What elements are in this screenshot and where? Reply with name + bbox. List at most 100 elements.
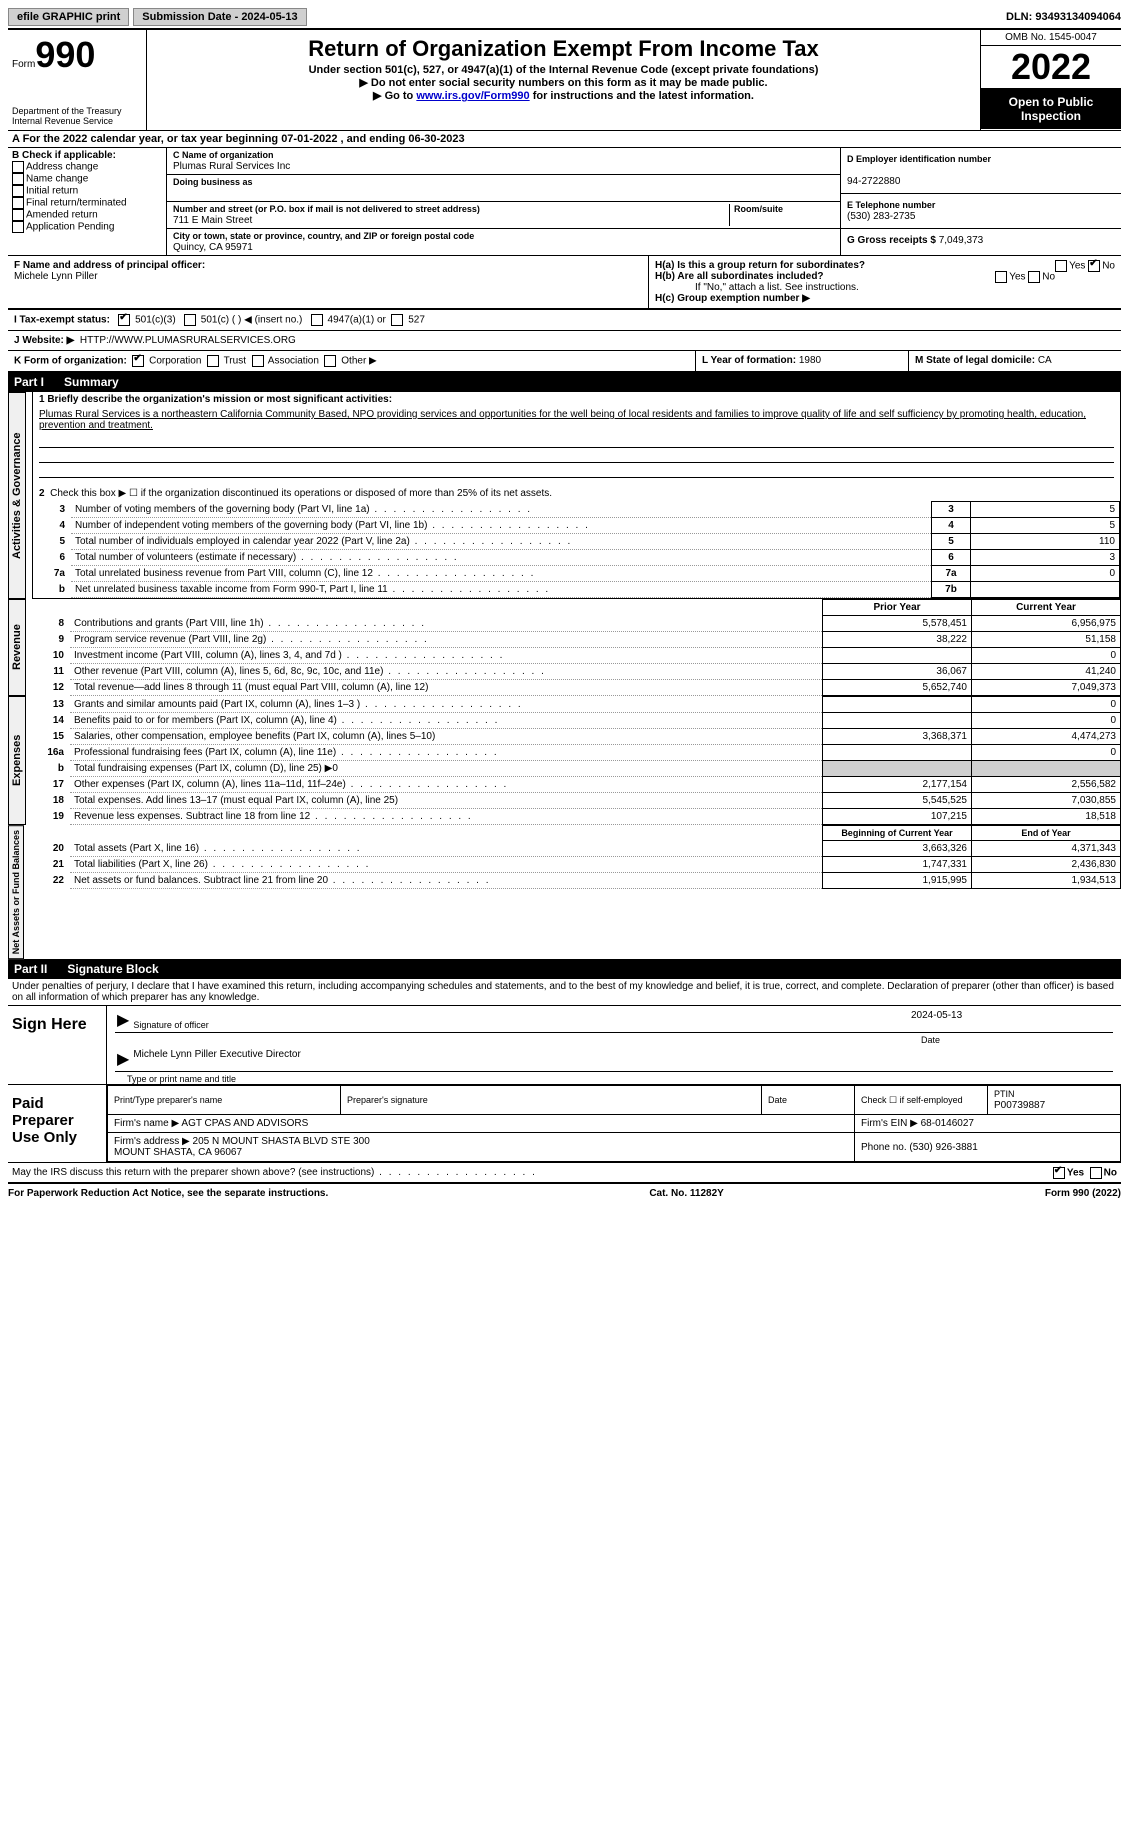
i-label: I Tax-exempt status:	[14, 315, 110, 326]
officer-printed-name: Michele Lynn Piller Executive Director	[133, 1049, 1111, 1069]
part2-header: Part II Signature Block	[8, 959, 1121, 979]
page-footer: For Paperwork Reduction Act Notice, see …	[8, 1184, 1121, 1203]
self-employed-check: Check ☐ if self-employed	[855, 1086, 988, 1115]
top-bar: efile GRAPHIC print Submission Date - 20…	[8, 8, 1121, 30]
submission-date: Submission Date - 2024-05-13	[133, 8, 306, 26]
c-name-label: C Name of organization	[173, 150, 274, 160]
form-prefix: Form	[12, 59, 35, 70]
dln-label: DLN: 93493134094064	[1006, 11, 1121, 23]
sign-here-label: Sign Here	[8, 1006, 107, 1084]
city-label: City or town, state or province, country…	[173, 231, 474, 241]
firm-name: AGT CPAS AND ADVISORS	[181, 1118, 308, 1129]
type-name-label: Type or print name and title	[107, 1074, 1121, 1084]
ein-label: D Employer identification number	[847, 154, 991, 164]
ptin-value: P00739887	[994, 1100, 1045, 1111]
org-name: Plumas Rural Services Inc	[173, 161, 290, 172]
ha-no[interactable]	[1088, 260, 1100, 272]
open-to-public: Open to Public Inspection	[981, 89, 1121, 129]
expenses-table: 13Grants and similar amounts paid (Part …	[32, 696, 1121, 825]
sig-officer-label: Signature of officer	[133, 1020, 911, 1030]
line2-text: 2 Check this box ▶ ☐ if the organization…	[33, 486, 1120, 501]
street-address: 711 E Main Street	[173, 215, 252, 226]
ha-label: H(a) Is this a group return for subordin…	[655, 260, 865, 271]
gross-value: 7,049,373	[939, 235, 984, 246]
mission-text: Plumas Rural Services is a northeastern …	[33, 407, 1120, 433]
phone-label: E Telephone number	[847, 200, 935, 210]
website-value: HTTP://WWW.PLUMASRURALSERVICES.ORG	[80, 335, 296, 346]
ha-yes[interactable]	[1055, 260, 1067, 272]
arrow-icon: ▶	[117, 1049, 129, 1069]
vlabel-revenue: Revenue	[8, 599, 26, 696]
checkbox-name-change[interactable]	[12, 173, 24, 185]
city-state-zip: Quincy, CA 95971	[173, 242, 253, 253]
k-corp[interactable]	[132, 355, 144, 367]
omb-number: OMB No. 1545-0047	[981, 30, 1121, 46]
hb-no[interactable]	[1028, 271, 1040, 283]
k-assoc[interactable]	[252, 355, 264, 367]
activities-table: 3Number of voting members of the governi…	[33, 501, 1120, 598]
discuss-yes[interactable]	[1053, 1167, 1065, 1179]
tax-year: 2022	[981, 46, 1121, 89]
firm-phone: (530) 926-3881	[909, 1142, 977, 1153]
officer-group-row: F Name and address of principal officer:…	[8, 256, 1121, 309]
i-527[interactable]	[391, 314, 403, 326]
dept-label: Department of the TreasuryInternal Reven…	[12, 106, 142, 126]
hb-yes[interactable]	[995, 271, 1007, 283]
form-subtitle-2: ▶ Do not enter social security numbers o…	[155, 76, 972, 89]
entity-info: B Check if applicable: Address change Na…	[8, 148, 1121, 256]
k-other[interactable]	[324, 355, 336, 367]
arrow-icon: ▶	[117, 1010, 129, 1030]
form-subtitle-3: ▶ Go to www.irs.gov/Form990 for instruct…	[155, 89, 972, 102]
vlabel-netassets: Net Assets or Fund Balances	[8, 825, 24, 959]
form-number: 990	[35, 34, 95, 75]
addr-label: Number and street (or P.O. box if mail i…	[173, 204, 480, 214]
sig-date: 2024-05-13	[911, 1010, 1111, 1030]
l-value: 1980	[799, 355, 821, 366]
revenue-table: Prior YearCurrent Year 8Contributions an…	[32, 599, 1121, 696]
form-header: Form990 Department of the TreasuryIntern…	[8, 30, 1121, 131]
l-label: L Year of formation:	[702, 355, 796, 366]
discuss-no[interactable]	[1090, 1167, 1102, 1179]
checkbox-amended[interactable]	[12, 209, 24, 221]
form-title: Return of Organization Exempt From Incom…	[155, 36, 972, 62]
phone-value: (530) 283-2735	[847, 211, 915, 222]
discuss-row: May the IRS discuss this return with the…	[8, 1163, 1121, 1184]
dba-label: Doing business as	[173, 177, 253, 187]
line1-label: 1 Briefly describe the organization's mi…	[39, 394, 392, 405]
netassets-table: Beginning of Current YearEnd of Year 20T…	[32, 825, 1121, 889]
checkbox-final-return[interactable]	[12, 197, 24, 209]
hb-label: H(b) Are all subordinates included?	[655, 271, 824, 282]
b-label: B Check if applicable:	[12, 150, 162, 161]
i-501c3[interactable]	[118, 314, 130, 326]
vlabel-expenses: Expenses	[8, 696, 26, 825]
i-4947[interactable]	[311, 314, 323, 326]
efile-print-button[interactable]: efile GRAPHIC print	[8, 8, 129, 26]
firm-ein: 68-0146027	[921, 1118, 974, 1129]
gross-label: G Gross receipts $	[847, 235, 936, 246]
hc-label: H(c) Group exemption number ▶	[655, 293, 810, 304]
paid-preparer-label: Paid Preparer Use Only	[8, 1085, 107, 1162]
part1-header: Part I Summary	[8, 372, 1121, 392]
f-label: F Name and address of principal officer:	[14, 260, 205, 271]
irs-link[interactable]: www.irs.gov/Form990	[416, 90, 529, 102]
form-subtitle-1: Under section 501(c), 527, or 4947(a)(1)…	[155, 64, 972, 76]
k-label: K Form of organization:	[14, 356, 127, 367]
form-ref: Form 990 (2022)	[1045, 1188, 1121, 1199]
row-a-period: A For the 2022 calendar year, or tax yea…	[8, 131, 1121, 148]
m-label: M State of legal domicile:	[915, 355, 1035, 366]
paperwork-notice: For Paperwork Reduction Act Notice, see …	[8, 1188, 328, 1199]
room-label: Room/suite	[734, 204, 783, 214]
hb-note: If "No," attach a list. See instructions…	[655, 282, 1115, 293]
officer-name: Michele Lynn Piller	[14, 271, 98, 282]
checkbox-address-change[interactable]	[12, 161, 24, 173]
k-trust[interactable]	[207, 355, 219, 367]
m-value: CA	[1038, 355, 1052, 366]
checkbox-initial-return[interactable]	[12, 185, 24, 197]
i-501c[interactable]	[184, 314, 196, 326]
vlabel-activities: Activities & Governance	[8, 392, 26, 599]
checkbox-app-pending[interactable]	[12, 221, 24, 233]
cat-no: Cat. No. 11282Y	[328, 1188, 1045, 1199]
j-label: J Website: ▶	[14, 335, 74, 346]
perjury-declaration: Under penalties of perjury, I declare th…	[8, 979, 1121, 1006]
ein-value: 94-2722880	[847, 176, 900, 187]
